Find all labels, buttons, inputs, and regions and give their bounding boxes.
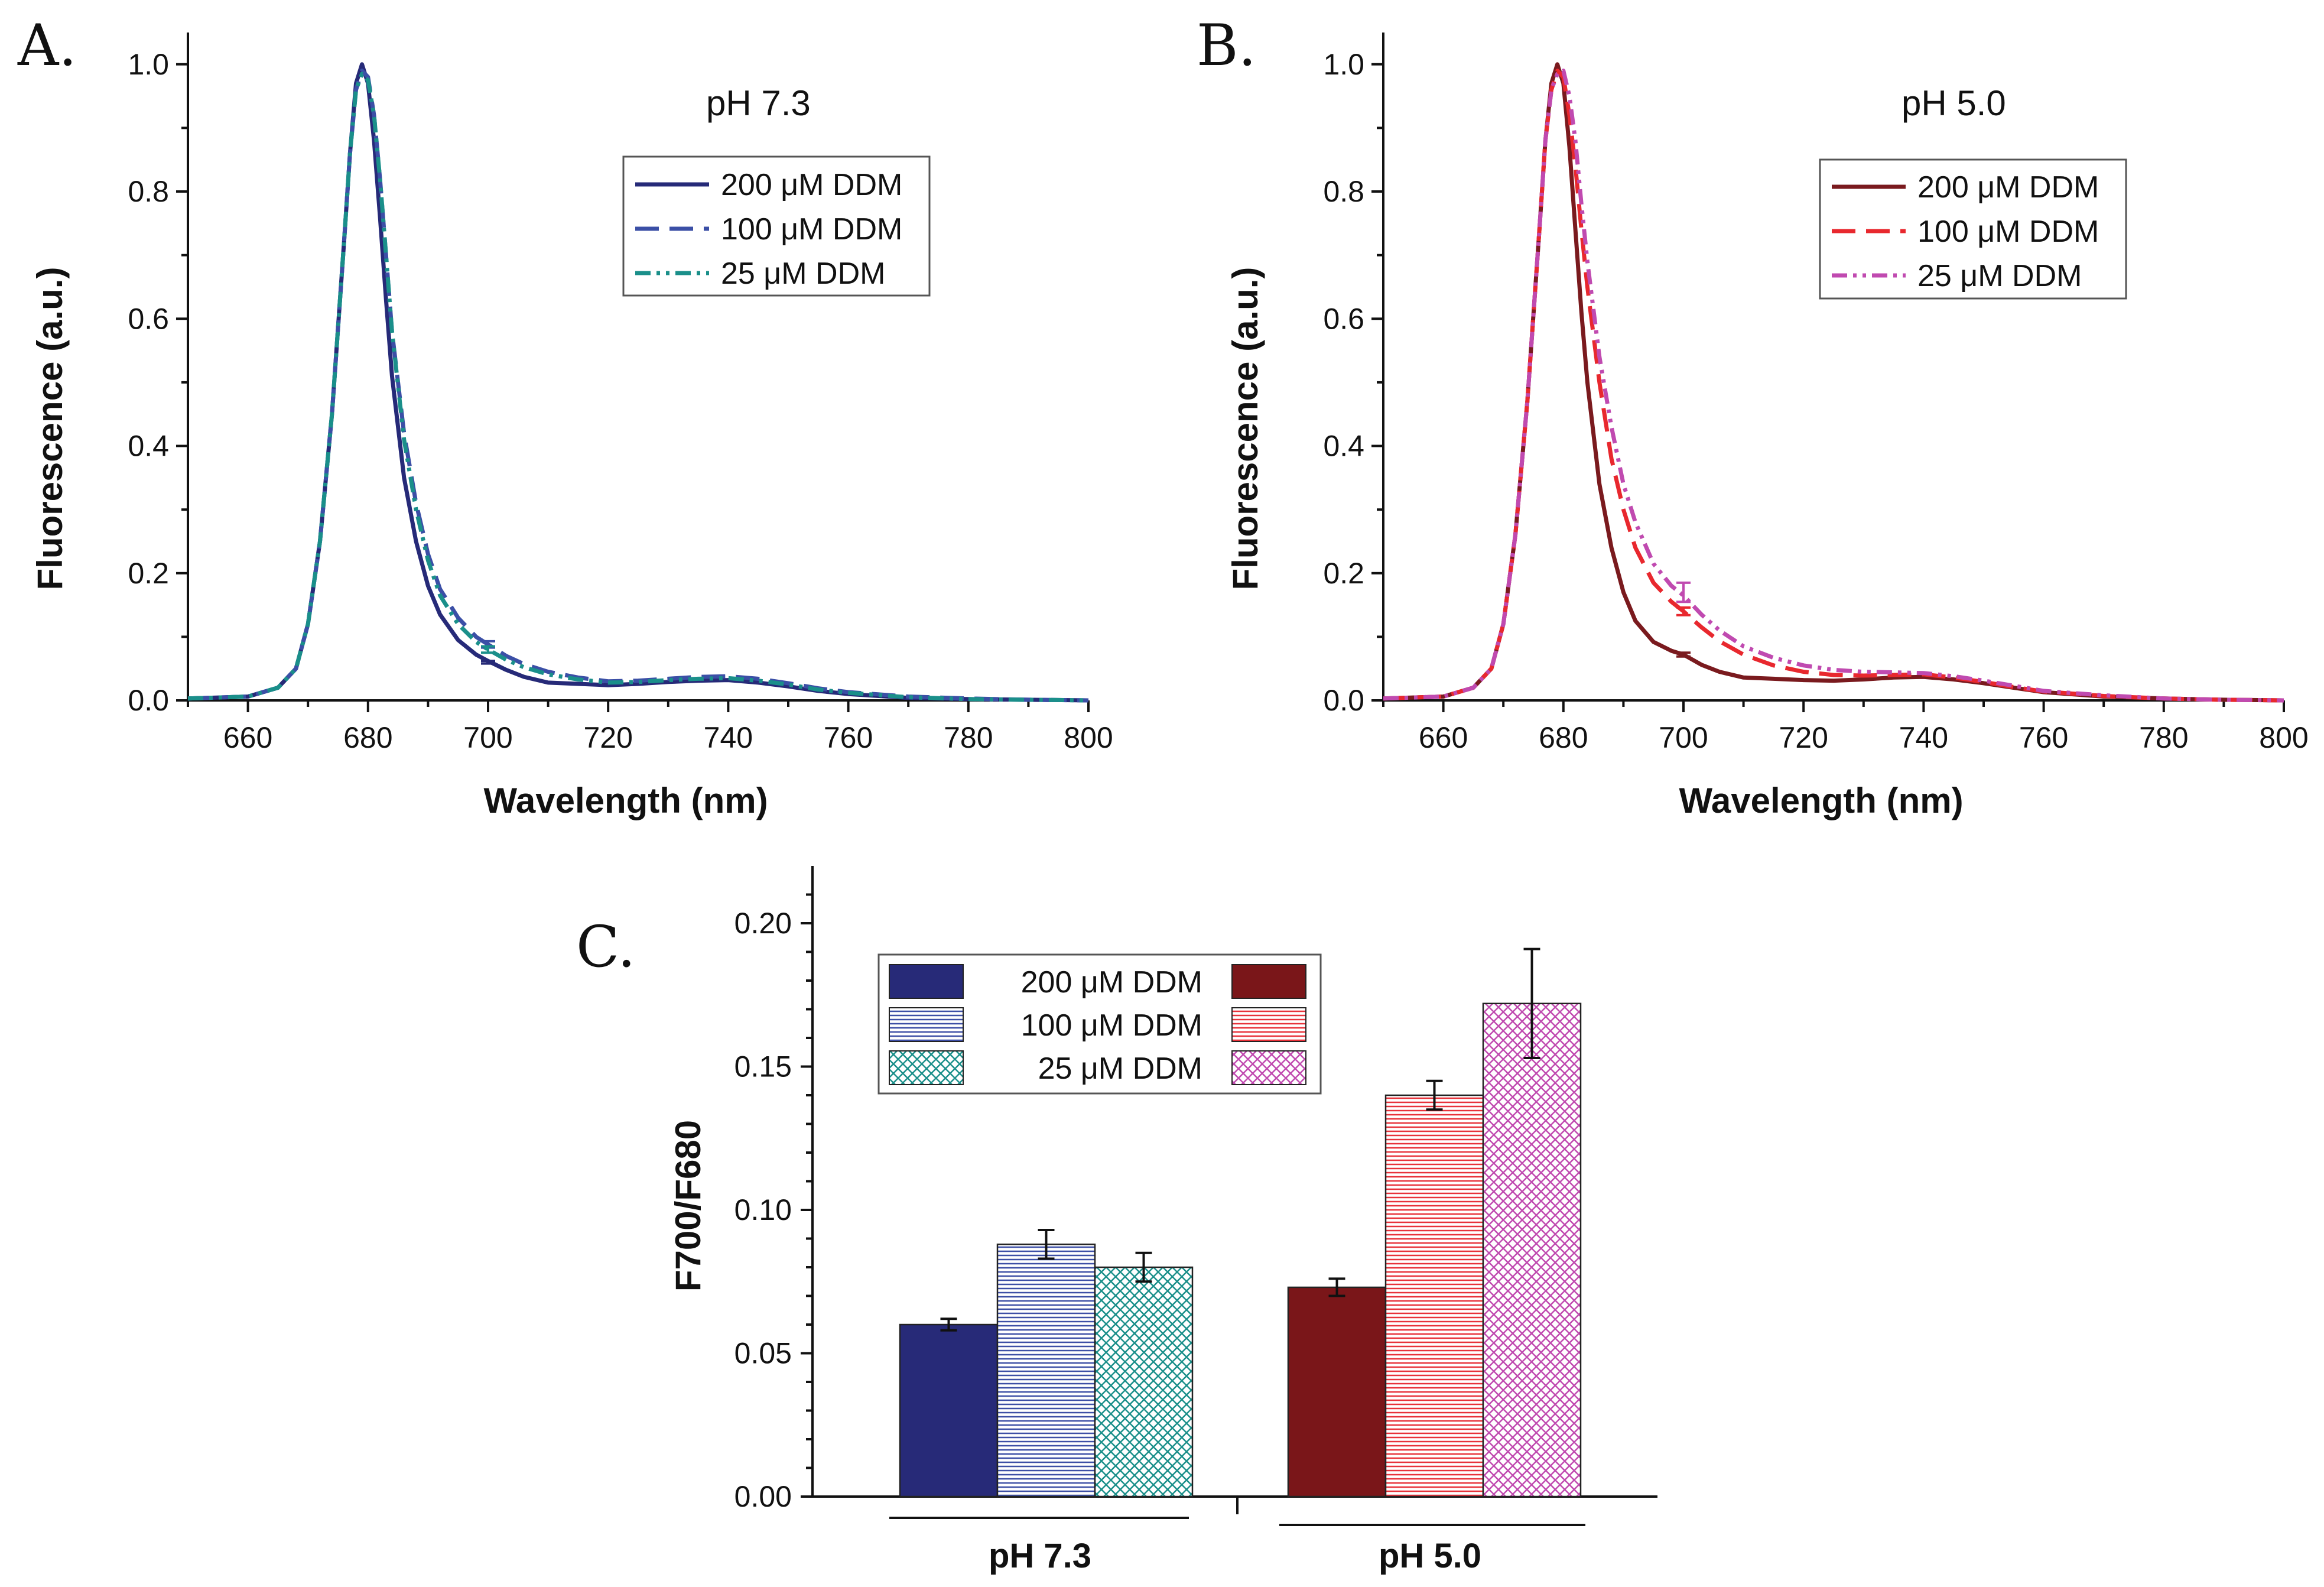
legend-a-label-100: 100 μM DDM xyxy=(721,212,902,246)
bar-error-2-1 xyxy=(1523,947,1540,1059)
panel-a-x-tick-label: 680 xyxy=(343,721,392,754)
panel-a-legend-box xyxy=(622,155,931,297)
panel-c-y-tick-label: 0.05 xyxy=(734,1337,792,1370)
panel-a-y-tick-label: 0.6 xyxy=(128,302,169,335)
panel-a-x-tick-label: 700 xyxy=(463,721,512,754)
panel-a-error-bar-0 xyxy=(481,660,495,665)
panel-a-xlabel: Wavelength (nm) xyxy=(483,781,768,820)
panel-a-letter: A. xyxy=(17,12,77,79)
legend-c-swatch-200-ph73 xyxy=(889,964,964,999)
panel-b-x-tick-label: 740 xyxy=(1899,721,1948,754)
legend-b-label-200: 200 μM DDM xyxy=(1917,170,2099,205)
legend-b-label-25: 25 μM DDM xyxy=(1917,259,2082,293)
panel-b-x-tick-label: 720 xyxy=(1779,721,1828,754)
legend-c-swatch-25-ph50 xyxy=(1231,1050,1306,1085)
panel-b-error-bar-0 xyxy=(1676,651,1691,658)
bar-error-0-1 xyxy=(1328,1277,1345,1297)
panel-a-plot: 660 680 700 720 740 760 780 800 0.0 0.2 0.4 0.6 0.8 1… xyxy=(128,33,1113,754)
panel-c-legend: 200 μM DDM 100 μM DDM 25 μM DDM xyxy=(877,953,1322,1095)
panel-a-ylabel: Fluorescence (a.u.) xyxy=(30,267,70,590)
panel-b-xlabel: Wavelength (nm) xyxy=(1679,781,1963,820)
panel-a-x-tick-label: 720 xyxy=(583,721,632,754)
panel-a-y-tick-label: 0.4 xyxy=(128,430,169,463)
panel-a-y-tick-label: 0.0 xyxy=(128,684,169,717)
bar-error-0-0 xyxy=(940,1317,957,1332)
panel-b-x-tick-label: 800 xyxy=(2259,721,2308,754)
panel-c-y-tick-label: 0.00 xyxy=(734,1480,792,1513)
panel-a: A. pH 7.3 660 680 700 720 740 760 780 800 0.0 0.2… xyxy=(17,12,1113,820)
panel-b-error-bar-1 xyxy=(1676,606,1691,616)
bar-2-0 xyxy=(1094,1266,1194,1498)
panel-b-y-tick-label: 0.4 xyxy=(1323,430,1364,463)
panel-a-x-tick-label: 760 xyxy=(824,721,873,754)
legend-c-label-200: 200 μM DDM xyxy=(1021,965,1202,999)
panel-b-series-line-2 xyxy=(1383,69,2284,703)
panel-a-title: pH 7.3 xyxy=(706,83,811,123)
panel-a-x-tick-label: 780 xyxy=(944,721,993,754)
legend-c-label-25: 25 μM DDM xyxy=(1038,1051,1202,1086)
panel-b-letter: B. xyxy=(1197,12,1256,79)
bar-0-1 xyxy=(1287,1286,1387,1498)
bar-0-0 xyxy=(899,1323,999,1498)
panel-b-ylabel: Fluorescence (a.u.) xyxy=(1226,267,1265,590)
panel-c-y-tick-label: 0.10 xyxy=(734,1193,792,1226)
panel-c-plot: 0.00 0.05 0.10 0.15 0.20 xyxy=(734,866,1657,1514)
group-label-ph73: pH 7.3 xyxy=(989,1537,1091,1575)
panel-c-y-tick-label: 0.20 xyxy=(734,907,792,940)
panel-b-y-tick-label: 0.2 xyxy=(1323,557,1364,590)
panel-b-y-tick-label: 0.6 xyxy=(1323,302,1364,335)
legend-c-swatch-100-ph73 xyxy=(889,1007,964,1042)
panel-a-y-tick-label: 0.2 xyxy=(128,557,169,590)
bar-error-1-0 xyxy=(1038,1228,1055,1260)
panel-b-x-tick-label: 700 xyxy=(1659,721,1708,754)
panel-a-y-tick-label: 0.8 xyxy=(128,175,169,208)
bar-error-2-0 xyxy=(1135,1251,1152,1283)
panel-b-plot: 660 680 700 720 740 760 780 800 0.0 0.2 0.4 0.6 0.8 1… xyxy=(1323,33,2309,754)
panel-a-y-tick-label: 1.0 xyxy=(128,48,169,81)
legend-b-label-100: 100 μM DDM xyxy=(1917,215,2099,249)
group-label-ph50: pH 5.0 xyxy=(1379,1537,1481,1575)
panel-b-y-tick-label: 0.0 xyxy=(1323,684,1364,717)
panel-a-series-line-2 xyxy=(187,72,1089,703)
bar-1-1 xyxy=(1384,1094,1484,1498)
panel-b-y-tick-label: 1.0 xyxy=(1323,48,1364,81)
legend-a-label-25: 25 μM DDM xyxy=(721,257,885,291)
panel-b-x-tick-label: 760 xyxy=(2019,721,2068,754)
legend-c-label-100: 100 μM DDM xyxy=(1021,1008,1202,1043)
panel-a-error-bar-2 xyxy=(481,645,495,654)
panel-b-title: pH 5.0 xyxy=(1902,83,2006,123)
panel-c: C. F700/F680 0.00 0.05 0.10 0.15 0.20 pH 7.3… xyxy=(576,866,1657,1575)
panel-a-legend: 200 μM DDM 100 μM DDM 25 μM DDM xyxy=(622,155,931,297)
panel-b-legend: 200 μM DDM 100 μM DDM 25 μM DDM xyxy=(1819,158,2127,300)
legend-c-swatch-100-ph50 xyxy=(1231,1007,1306,1042)
panel-a-x-tick-label: 800 xyxy=(1064,721,1113,754)
panel-c-y-tick-label: 0.15 xyxy=(734,1050,792,1083)
panel-a-x-tick-label: 740 xyxy=(704,721,753,754)
panel-c-ylabel: F700/F680 xyxy=(668,1120,708,1291)
panel-b-x-tick-label: 660 xyxy=(1419,721,1468,754)
panel-c-letter: C. xyxy=(576,914,636,980)
legend-c-swatch-200-ph50 xyxy=(1231,964,1306,999)
panel-a-x-tick-label: 660 xyxy=(223,721,272,754)
panel-b-y-tick-label: 0.8 xyxy=(1323,175,1364,208)
bar-error-1-1 xyxy=(1426,1079,1443,1111)
bar-2-1 xyxy=(1482,1002,1582,1498)
panel-b-x-tick-label: 780 xyxy=(2139,721,2188,754)
bar-1-0 xyxy=(996,1243,1096,1498)
legend-c-swatch-25-ph73 xyxy=(889,1050,964,1085)
legend-a-label-200: 200 μM DDM xyxy=(721,168,902,202)
panel-b: B. pH 5.0 660 680 700 720 740 760 780 800 0.0 0.2… xyxy=(1197,12,2309,820)
panel-b-x-tick-label: 680 xyxy=(1539,721,1588,754)
panel-b-error-bar-2 xyxy=(1676,581,1691,603)
